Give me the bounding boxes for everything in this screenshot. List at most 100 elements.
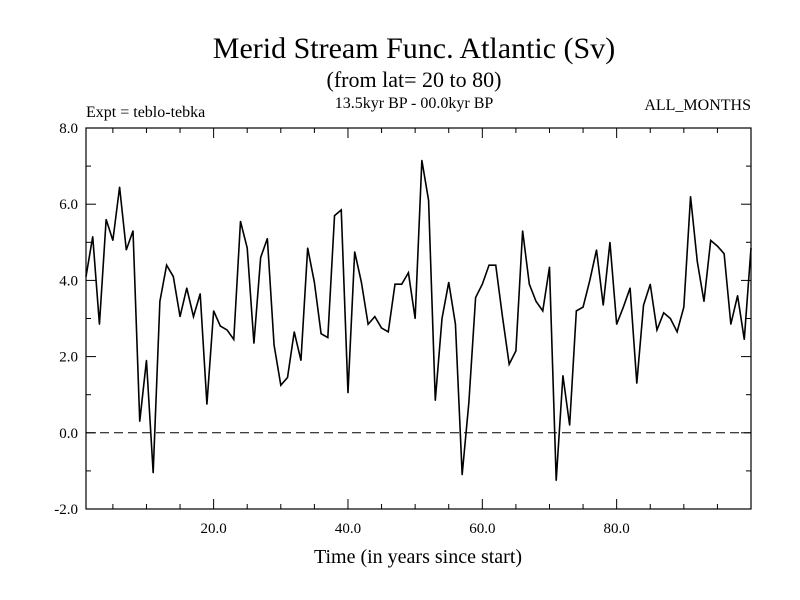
data-point [401,283,403,285]
data-point [454,323,457,325]
data-point [448,281,450,283]
data-point [616,323,618,325]
y-tick-label: -2.0 [54,502,78,518]
data-point [575,310,577,312]
y-tick-label: 4.0 [59,273,78,289]
header-left: Expt = teblo-tebka [86,104,205,121]
data-point [501,315,504,318]
data-point [179,315,181,318]
data-point [374,315,376,318]
data-point [562,375,564,377]
data-point [421,159,423,161]
data-point [474,296,477,299]
data-point [676,331,678,333]
data-point [226,329,228,331]
data-point [569,424,571,426]
chart-title: Merid Stream Func. Atlantic (Sv) [213,32,615,65]
data-point [669,317,671,320]
data-point [535,300,537,302]
data-point [280,384,282,386]
data-point [347,392,349,394]
y-tick-label: 0.0 [59,426,78,442]
tick-labels: -2.0 0.0 2.0 4.0 6.0 8.0 20.0 40.0 60.0 80.0 [54,121,630,537]
data-point [434,399,436,402]
header-center: 13.5kyr BP - 00.0kyr BP [335,95,494,112]
data-point [105,218,107,221]
data-point [132,230,134,232]
data-point [555,479,557,482]
data-point [716,245,719,247]
data-point [159,300,161,302]
data-point [333,215,336,217]
data-point [723,253,725,255]
data-point [313,281,315,283]
data-points [85,159,752,482]
data-point [689,195,692,198]
data-point [85,275,87,278]
data-point [253,342,255,344]
y-tick-label: 2.0 [59,350,78,366]
x-tick-label: 20.0 [201,521,227,537]
data-point [683,306,685,308]
data-point [166,264,168,266]
data-point [367,323,369,325]
data-point [233,338,235,341]
data-point [192,315,195,318]
data-point [636,382,638,384]
data-point [118,186,121,188]
data-point [750,247,752,249]
x-tick-label: 80.0 [604,521,630,537]
data-point [743,338,745,341]
data-point [488,264,490,266]
y-tick-label: 6.0 [59,197,78,213]
x-axis-label: Time (in years since start) [314,546,522,568]
data-point [139,420,141,422]
data-point [360,281,363,283]
data-point [307,247,309,249]
data-point [663,312,665,314]
data-point [219,325,221,327]
data-point [515,350,517,352]
data-point [98,323,101,325]
data-point [300,359,302,362]
data-point [696,260,698,262]
header-right: ALL_MONTHS [644,97,751,114]
data-point [293,331,295,333]
data-point [730,323,732,325]
x-tick-label: 60.0 [469,521,495,537]
data-point [145,359,148,362]
data-point [199,293,201,295]
data-point [468,401,470,403]
data-point [92,235,94,238]
data-point [239,220,242,222]
data-point [266,237,268,240]
data-point [152,472,154,474]
data-point [125,249,127,251]
data-point [522,230,524,232]
data-point [380,327,383,329]
data-point [481,283,483,285]
data-point [589,279,591,281]
data-point [595,249,598,251]
data-point [246,247,248,249]
data-point [286,376,289,379]
data-point [394,283,396,285]
data-point [508,363,510,365]
data-point [582,306,584,308]
data-point [710,239,712,241]
data-point [542,310,544,312]
data-point [656,329,658,331]
data-point [622,306,624,308]
data-point [387,331,389,333]
data-point [548,266,551,268]
data-point [172,275,174,278]
data-point [340,209,342,211]
data-point [112,239,114,241]
data-point [703,300,705,302]
data-point [736,295,739,297]
axis-ticks [86,127,751,510]
y-tick-label: 8.0 [59,121,78,137]
data-point [441,317,443,320]
series-line [85,160,752,481]
data-point [629,287,631,289]
